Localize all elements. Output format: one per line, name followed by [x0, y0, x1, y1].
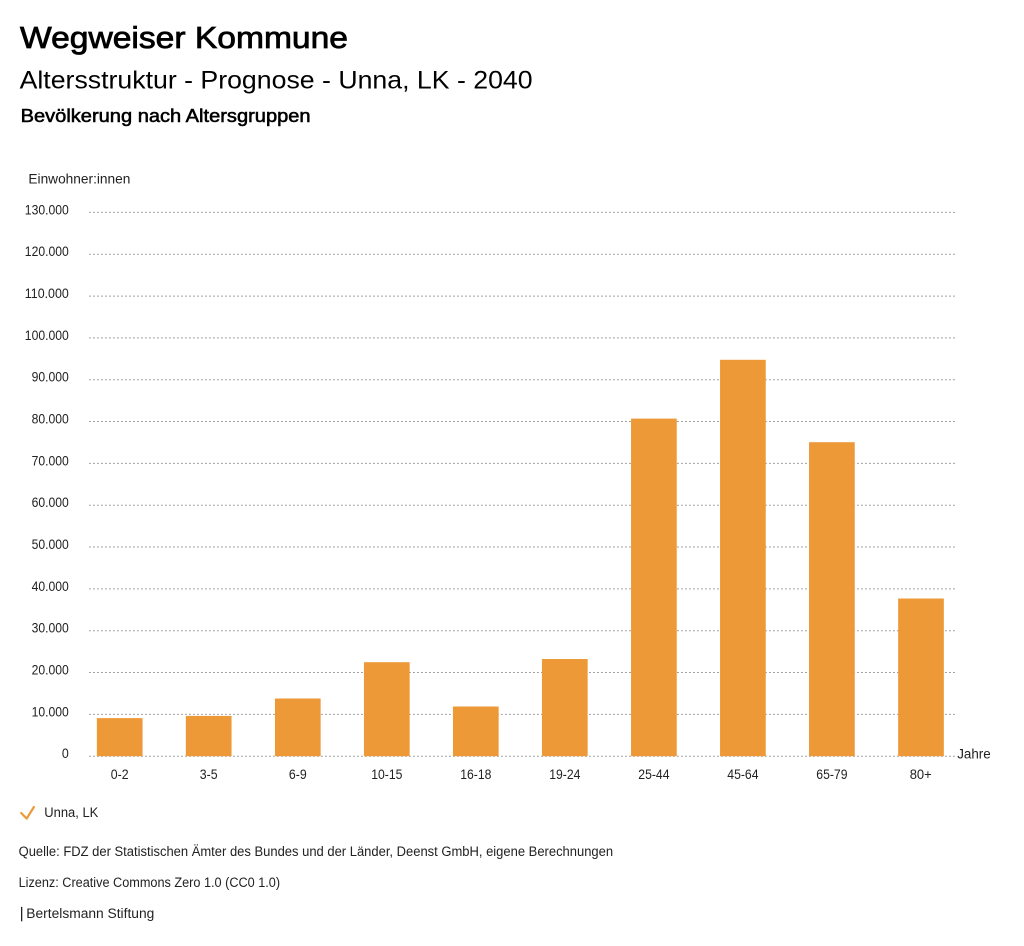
svg-text:65-79: 65-79	[816, 767, 847, 783]
svg-text:120.000: 120.000	[25, 244, 69, 260]
svg-text:Bertelsmann Stiftung: Bertelsmann Stiftung	[26, 906, 154, 921]
svg-text:110.000: 110.000	[25, 286, 69, 302]
svg-text:45-64: 45-64	[727, 767, 758, 783]
svg-text:20.000: 20.000	[32, 663, 69, 679]
svg-text:Wegweiser Kommune: Wegweiser Kommune	[20, 20, 348, 55]
svg-text:100.000: 100.000	[25, 328, 69, 344]
svg-text:50.000: 50.000	[32, 537, 69, 553]
svg-text:0-2: 0-2	[111, 767, 129, 783]
svg-text:16-18: 16-18	[460, 767, 491, 783]
svg-text:25-44: 25-44	[638, 767, 669, 783]
svg-text:3-5: 3-5	[200, 767, 218, 783]
svg-text:60.000: 60.000	[32, 495, 69, 511]
svg-text:130.000: 130.000	[25, 202, 69, 218]
svg-text:Einwohner:innen: Einwohner:innen	[28, 172, 130, 187]
svg-text:Unna, LK: Unna, LK	[44, 805, 98, 820]
svg-text:70.000: 70.000	[32, 453, 69, 469]
svg-text:30.000: 30.000	[32, 621, 69, 637]
svg-text:19-24: 19-24	[549, 767, 580, 783]
svg-text:10.000: 10.000	[32, 704, 69, 720]
svg-text:Jahre: Jahre	[957, 747, 991, 762]
svg-text:80.000: 80.000	[32, 412, 69, 428]
svg-text:90.000: 90.000	[32, 370, 69, 386]
svg-text:80+: 80+	[910, 767, 932, 783]
svg-text:0: 0	[62, 746, 69, 762]
svg-text:Bevölkerung nach Altersgruppen: Bevölkerung nach Altersgruppen	[21, 106, 311, 126]
svg-text:Altersstruktur - Prognose - Un: Altersstruktur - Prognose - Unna, LK - 2…	[20, 67, 533, 95]
svg-text:Quelle: FDZ der Statistischen: Quelle: FDZ der Statistischen Ämter des …	[19, 844, 614, 859]
svg-text:40.000: 40.000	[32, 579, 69, 595]
svg-text:10-15: 10-15	[371, 767, 402, 783]
svg-text:Lizenz: Creative Commons Zero: Lizenz: Creative Commons Zero 1.0 (CC0 1…	[19, 875, 281, 890]
svg-text:6-9: 6-9	[289, 767, 307, 783]
